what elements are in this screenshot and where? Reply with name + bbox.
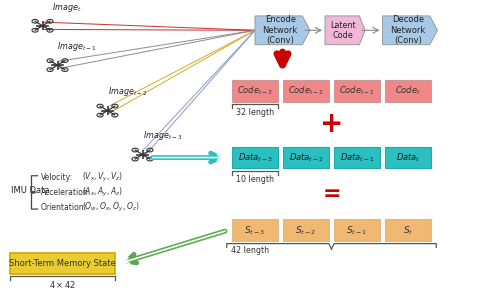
Text: $S_{t-3}$: $S_{t-3}$: [244, 224, 266, 237]
Text: $(O_w, O_x, O_y, O_z)$: $(O_w, O_x, O_y, O_z)$: [82, 201, 140, 214]
Text: $4 \times 42$: $4 \times 42$: [49, 278, 76, 290]
Text: +: +: [320, 110, 343, 138]
FancyBboxPatch shape: [283, 147, 329, 168]
FancyBboxPatch shape: [283, 80, 329, 102]
Text: $S_{t-1}$: $S_{t-1}$: [346, 224, 368, 237]
Text: $(V_x, V_y, V_z)$: $(V_x, V_y, V_z)$: [82, 171, 123, 184]
Text: $\mathit{Data}_{t-2}$: $\mathit{Data}_{t-2}$: [288, 151, 324, 164]
Text: Encode
Network
(Conv): Encode Network (Conv): [262, 15, 298, 45]
Text: IMU Data: IMU Data: [11, 186, 50, 195]
FancyBboxPatch shape: [232, 80, 278, 102]
Polygon shape: [325, 16, 365, 45]
Text: $\mathit{Image}_{t-1}$: $\mathit{Image}_{t-1}$: [58, 40, 96, 53]
FancyBboxPatch shape: [385, 219, 431, 241]
FancyBboxPatch shape: [334, 147, 380, 168]
Text: $S_t$: $S_t$: [403, 224, 413, 237]
Text: $\mathit{Image}_t$: $\mathit{Image}_t$: [52, 1, 82, 14]
FancyBboxPatch shape: [283, 219, 329, 241]
Text: Velocity:: Velocity:: [41, 173, 73, 182]
FancyBboxPatch shape: [385, 147, 431, 168]
Text: $\mathit{Data}_t$: $\mathit{Data}_t$: [396, 151, 420, 164]
Text: $S_{t-2}$: $S_{t-2}$: [296, 224, 316, 237]
Text: Acceleration:: Acceleration:: [41, 188, 91, 197]
Text: Orientation:: Orientation:: [41, 203, 87, 212]
Text: $\mathit{Image}_{t-2}$: $\mathit{Image}_{t-2}$: [108, 85, 146, 98]
FancyBboxPatch shape: [232, 147, 278, 168]
Text: $\mathit{Data}_{t-3}$: $\mathit{Data}_{t-3}$: [238, 151, 272, 164]
FancyBboxPatch shape: [10, 253, 115, 274]
Text: $\mathit{Image}_{t-3}$: $\mathit{Image}_{t-3}$: [142, 129, 182, 142]
Text: $\mathit{Code}_{t-2}$: $\mathit{Code}_{t-2}$: [288, 85, 324, 97]
Text: $(A_x, A_y, A_z)$: $(A_x, A_y, A_z)$: [82, 186, 123, 199]
Text: $\mathit{Code}_t$: $\mathit{Code}_t$: [395, 85, 421, 97]
FancyBboxPatch shape: [334, 80, 380, 102]
Text: $\mathit{Code}_{t-1}$: $\mathit{Code}_{t-1}$: [339, 85, 375, 97]
Text: 42 length: 42 length: [231, 246, 269, 255]
Text: Latent
Code: Latent Code: [330, 21, 356, 40]
FancyBboxPatch shape: [334, 219, 380, 241]
Polygon shape: [382, 16, 438, 45]
FancyBboxPatch shape: [385, 80, 431, 102]
Text: =: =: [322, 184, 341, 204]
FancyBboxPatch shape: [232, 219, 278, 241]
Text: Decode
Network
(Conv): Decode Network (Conv): [390, 15, 426, 45]
Text: $\mathit{Code}_{t-3}$: $\mathit{Code}_{t-3}$: [237, 85, 273, 97]
Text: 32 length: 32 length: [236, 108, 274, 118]
Text: 10 length: 10 length: [236, 175, 274, 184]
Polygon shape: [255, 16, 310, 45]
Text: $\mathit{Data}_{t-1}$: $\mathit{Data}_{t-1}$: [340, 151, 374, 164]
Text: Short-Term Memory State: Short-Term Memory State: [9, 259, 116, 268]
